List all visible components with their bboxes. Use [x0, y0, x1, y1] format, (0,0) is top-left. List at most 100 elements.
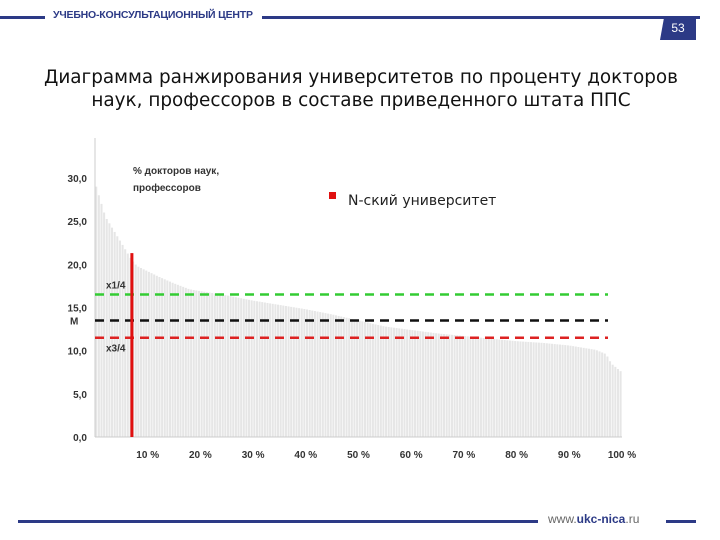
header-brand: УЧЕБНО-КОНСУЛЬТАЦИОННЫЙ ЦЕНТР	[53, 9, 253, 21]
y-tick-label: 30,0	[68, 174, 88, 185]
data-bar	[287, 306, 290, 437]
page-number-badge: 53	[660, 16, 696, 40]
data-bar	[616, 369, 619, 437]
data-bar	[192, 290, 195, 437]
header-rule-right	[262, 16, 700, 19]
data-bar	[137, 266, 140, 437]
data-bar	[424, 331, 427, 437]
footer-rule-left	[18, 520, 538, 523]
footer-url[interactable]: www.ukc-nica.ru	[548, 512, 660, 526]
data-bar	[329, 314, 332, 437]
data-bar	[392, 327, 395, 437]
data-bar	[266, 302, 269, 437]
data-bar	[155, 275, 158, 437]
data-bar	[537, 342, 540, 437]
data-bar	[203, 291, 206, 437]
footer-url-suffix: .ru	[625, 512, 640, 526]
x-tick-label: 100 %	[608, 450, 636, 461]
data-bar	[543, 343, 546, 437]
data-bar	[516, 341, 519, 437]
quartile-label: x1/4	[106, 281, 126, 292]
data-bar	[450, 334, 453, 437]
data-bar	[572, 346, 575, 437]
data-bar	[216, 293, 219, 437]
data-bar	[171, 282, 174, 437]
data-bar	[493, 338, 496, 437]
data-bar	[356, 320, 359, 437]
data-bar	[200, 291, 203, 437]
data-bar	[427, 332, 430, 437]
data-bar	[118, 240, 121, 437]
data-bar	[306, 309, 309, 437]
data-bar	[495, 339, 498, 437]
x-tick-label: 10 %	[136, 450, 159, 461]
data-bar	[229, 296, 232, 437]
data-bar	[601, 352, 604, 437]
data-bar	[500, 339, 504, 437]
data-bar	[482, 337, 485, 437]
data-bar	[182, 286, 185, 437]
data-bar	[353, 319, 356, 437]
y-axis-label: профессоров	[133, 182, 201, 194]
data-bar	[453, 335, 456, 437]
data-bar	[416, 330, 419, 437]
data-bar	[161, 278, 164, 437]
data-bar	[105, 219, 108, 437]
data-bar	[545, 343, 548, 437]
y-tick-label: 5,0	[73, 390, 87, 401]
data-bar	[308, 310, 311, 437]
data-bar	[485, 338, 488, 437]
data-bar	[574, 346, 577, 437]
data-bar	[519, 341, 522, 437]
data-bar	[609, 361, 612, 437]
data-bar	[208, 292, 211, 437]
data-bar	[258, 301, 261, 437]
data-bar	[469, 336, 472, 437]
data-bar	[421, 331, 424, 437]
data-bar	[163, 279, 166, 437]
data-bar	[176, 284, 179, 437]
data-bar	[614, 366, 617, 437]
data-bar	[348, 318, 351, 437]
data-bar	[553, 344, 556, 437]
data-bar	[279, 305, 282, 437]
data-bar	[527, 341, 530, 437]
header-rule-left	[0, 16, 45, 19]
data-bar	[221, 294, 224, 437]
data-bar	[556, 344, 559, 437]
data-bar	[224, 295, 227, 437]
data-bar	[406, 329, 409, 437]
data-bar	[466, 336, 469, 437]
data-bar	[340, 316, 343, 437]
data-bar	[532, 342, 535, 437]
data-bar	[498, 339, 501, 437]
data-bar	[255, 301, 258, 437]
data-bar	[611, 364, 614, 437]
data-bar	[564, 345, 567, 437]
data-bar	[400, 328, 403, 437]
data-bar	[445, 334, 448, 437]
data-bar	[313, 311, 316, 437]
data-bar	[150, 273, 153, 437]
data-bar	[97, 195, 100, 437]
data-bar	[419, 331, 422, 437]
data-bar	[529, 342, 533, 437]
data-bar	[245, 299, 248, 437]
data-bar	[250, 300, 253, 437]
data-bar	[237, 297, 240, 437]
data-bar	[411, 330, 414, 437]
data-bar	[587, 348, 590, 437]
data-bar	[345, 317, 348, 437]
data-bar	[548, 343, 551, 437]
data-bar	[108, 223, 111, 437]
data-bar	[569, 345, 572, 437]
data-bar	[350, 318, 353, 437]
data-bar	[263, 302, 266, 437]
x-tick-label: 30 %	[242, 450, 265, 461]
page-title: Диаграмма ранжирования университетов по …	[43, 67, 679, 111]
data-bar	[292, 307, 295, 437]
x-tick-label: 60 %	[400, 450, 423, 461]
data-bar	[158, 276, 161, 437]
data-bar	[195, 290, 198, 437]
data-bar	[514, 341, 517, 437]
